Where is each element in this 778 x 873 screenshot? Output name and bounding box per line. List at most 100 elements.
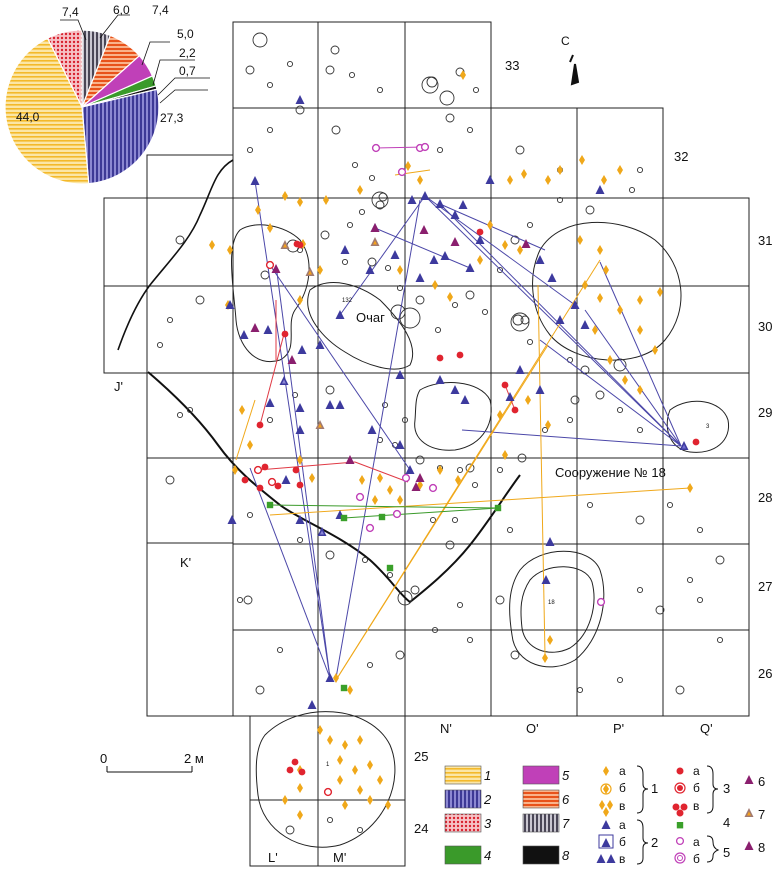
legend-letter: а (619, 764, 626, 778)
pie-value-label: 7,4 (152, 3, 169, 17)
row-label: 27 (758, 579, 773, 594)
find-diamond (437, 465, 443, 475)
legend-swatch (522, 813, 560, 833)
find-diamond (209, 240, 215, 250)
find-dot (256, 421, 264, 429)
find-diamond (652, 345, 658, 355)
find-triangle (429, 255, 439, 264)
find-ring (392, 509, 402, 519)
find-triangle (340, 245, 350, 254)
find-diamond (377, 473, 383, 483)
find-triangle (465, 263, 475, 272)
row-label: 32 (674, 149, 689, 164)
find-triangle (295, 515, 305, 524)
legend-symbol (596, 854, 606, 863)
legend-letter: а (693, 764, 700, 778)
find-dot (274, 482, 282, 490)
find-triangle (450, 210, 460, 219)
find-triangle (265, 398, 275, 407)
legend-group-number: 4 (723, 815, 731, 830)
legend-number: 4 (484, 848, 492, 863)
pie-value-label: 2,2 (179, 46, 196, 60)
find-triangle (250, 176, 260, 185)
find-diamond (460, 70, 466, 80)
find-triangle (580, 320, 590, 329)
find-diamond (417, 175, 423, 185)
find-triangle (545, 537, 555, 546)
find-square (340, 514, 348, 522)
row-label: 33 (505, 58, 520, 73)
find-square (494, 504, 502, 512)
find-triangle (515, 365, 525, 374)
find-triangle (440, 251, 450, 260)
find-diamond (579, 155, 585, 165)
find-triangle (595, 185, 605, 194)
find-diamond (507, 175, 513, 185)
pie-value-label: 27,3 (160, 111, 184, 125)
find-triangle (367, 425, 377, 434)
find-square (266, 501, 274, 509)
find-dot (261, 463, 269, 471)
find-diamond (333, 673, 339, 683)
find-triangle (250, 323, 260, 332)
find-diamond (367, 795, 373, 805)
find-ring (371, 143, 381, 153)
find-square (340, 684, 348, 692)
pie-value-label: 5,0 (177, 27, 194, 41)
legend-letter: б (619, 781, 626, 795)
find-diamond (657, 287, 663, 297)
hearth-label: Очаг (356, 310, 385, 325)
find-diamond (617, 305, 623, 315)
legend-number: 5 (562, 768, 570, 783)
row-label: 30 (758, 319, 773, 334)
pit-number: 18 (548, 600, 555, 606)
column-label: N' (440, 721, 452, 736)
find-triangle (395, 440, 405, 449)
find-diamond (557, 165, 563, 175)
find-diamond (227, 245, 233, 255)
row-label: 29 (758, 405, 773, 420)
find-dot (298, 768, 306, 776)
find-triangle (555, 315, 565, 324)
find-triangle (407, 195, 417, 204)
legend-symbol (744, 841, 754, 850)
find-triangle (419, 225, 429, 234)
find-diamond (502, 240, 508, 250)
find-diamond (447, 292, 453, 302)
legend-symbol (603, 784, 609, 794)
find-diamond (323, 195, 329, 205)
legend-letter: а (619, 818, 626, 832)
legend-group-number: 3 (723, 781, 731, 796)
legend-letter: б (693, 781, 700, 795)
find-dot (296, 241, 304, 249)
refit-lines (235, 146, 691, 681)
find-ring (323, 787, 333, 797)
legend-group-number: 2 (651, 835, 659, 850)
find-ring (355, 492, 365, 502)
find-diamond (517, 245, 523, 255)
find-triangle (370, 223, 380, 232)
find-diamond (432, 280, 438, 290)
structure-label: Сооружение № 18 (555, 465, 666, 480)
find-triangle (325, 400, 335, 409)
find-triangle (505, 392, 515, 401)
legend-symbol (744, 775, 754, 784)
find-diamond (317, 265, 323, 275)
find-triangle (263, 325, 273, 334)
find-triangle (405, 465, 415, 474)
find-triangle (297, 345, 307, 354)
find-diamond (637, 295, 643, 305)
find-diamond (357, 185, 363, 195)
legend-group-number: 8 (758, 840, 766, 855)
find-triangle (535, 255, 545, 264)
legend-symbol (603, 766, 609, 776)
find-diamond (247, 440, 253, 450)
legend-symbol (601, 820, 611, 829)
find-triangle (420, 191, 430, 200)
legend-swatch (444, 813, 482, 833)
find-diamond (267, 223, 273, 233)
find-dot (281, 330, 289, 338)
find-diamond (455, 475, 461, 485)
